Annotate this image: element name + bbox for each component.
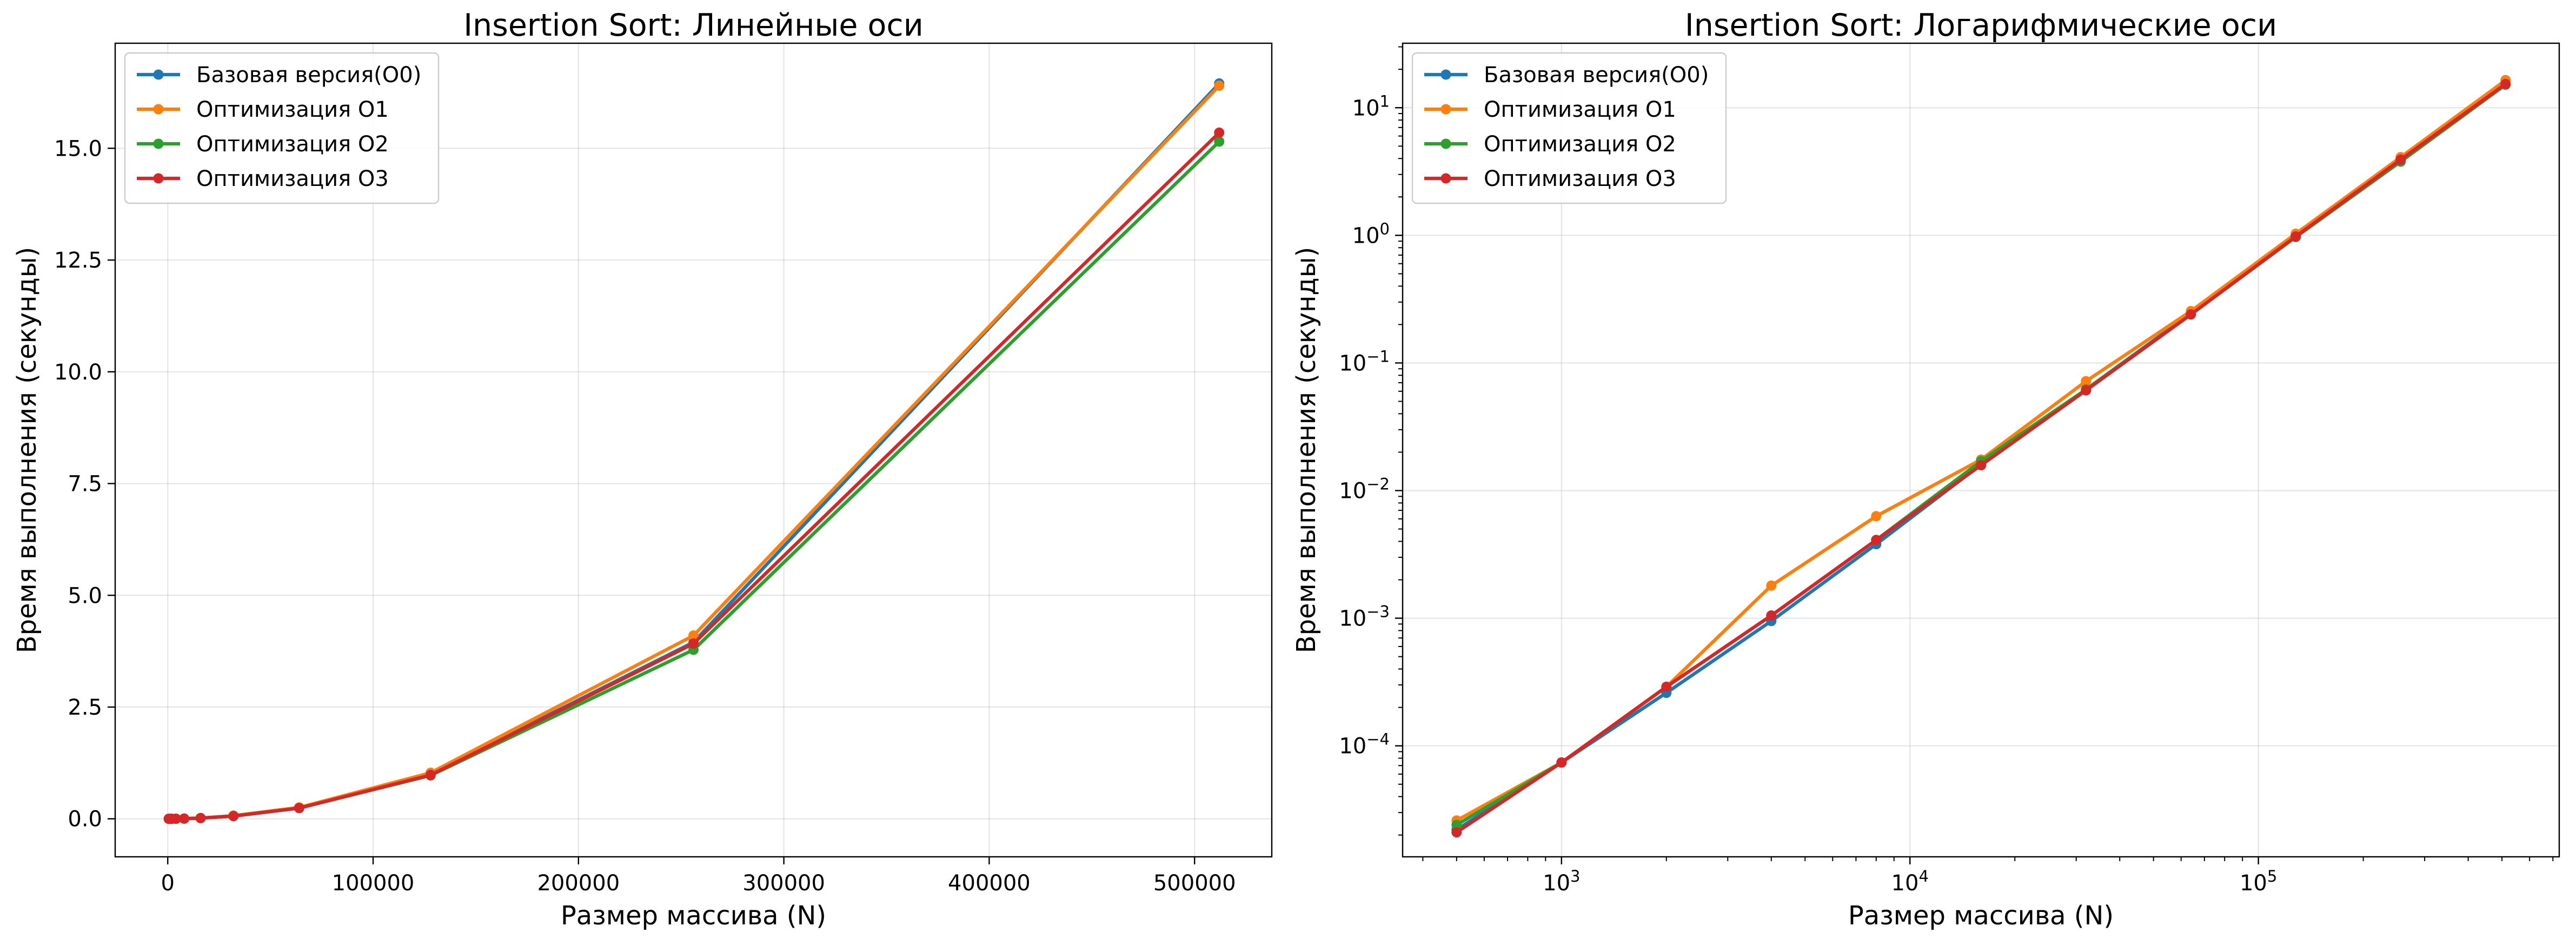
x-tick-label: 100000	[332, 871, 415, 896]
legend-marker	[153, 104, 164, 115]
data-point	[688, 638, 699, 649]
data-point	[1556, 757, 1567, 768]
data-point	[425, 770, 436, 781]
chart-title: Insertion Sort: Линейные оси	[463, 8, 924, 43]
legend-item: Оптимизация O3	[137, 166, 389, 191]
y-tick-label: 101	[1352, 92, 1390, 121]
minor-ticks	[1398, 46, 2554, 861]
x-tick-label: 500000	[1153, 871, 1236, 896]
x-tick-label: 300000	[742, 871, 825, 896]
y-tick-label: 10−4	[1339, 730, 1390, 759]
legend-marker	[1440, 173, 1451, 184]
data-point	[2395, 154, 2406, 165]
legend-marker	[153, 69, 164, 80]
legend: Базовая версия(O0) Оптимизация O1 Оптимиза…	[124, 52, 440, 204]
series-group	[163, 78, 1225, 824]
legend-label: Оптимизация O2	[196, 132, 389, 157]
y-tick-label: 12.5	[54, 248, 102, 273]
data-point	[1214, 136, 1225, 147]
linear-axes-chart: Insertion Sort: Линейные оси Размер масс…	[12, 8, 1273, 931]
legend-label: Оптимизация O1	[1484, 97, 1676, 122]
legend-marker	[1440, 138, 1451, 149]
data-point	[1451, 827, 1462, 838]
y-tick-label: 15.0	[54, 136, 102, 161]
x-tick-label: 200000	[537, 871, 620, 896]
legend-box	[124, 52, 440, 204]
legend-item: Оптимизация O1	[137, 97, 389, 122]
data-point	[2081, 385, 2092, 396]
data-point	[170, 814, 181, 824]
y-tick-label: 10−3	[1339, 603, 1390, 631]
legend-item: Оптимизация O2	[1424, 132, 1676, 157]
data-point	[1871, 535, 1882, 545]
legend-item: Оптимизация O3	[1424, 166, 1676, 191]
series-d62728	[1451, 78, 2511, 838]
legend-label: Оптимизация O1	[196, 97, 389, 122]
data-point	[2081, 376, 2092, 387]
x-axis-label: Размер массива (N)	[561, 901, 826, 931]
log-axes-chart: Insertion Sort: Логарифмические оси Разм…	[1291, 8, 2560, 931]
data-point	[1976, 460, 1987, 471]
data-point	[1214, 127, 1225, 138]
legend-item: Оптимизация O1	[1424, 97, 1676, 122]
y-axis-label: Время выполнения (секунды)	[1291, 247, 1322, 654]
data-point	[1871, 511, 1882, 522]
legend-label: Базовая версия(O0)	[1484, 63, 1709, 88]
axes-frame	[1402, 42, 2560, 858]
x-axis-label: Размер массива (N)	[1848, 901, 2114, 931]
legend-item: Оптимизация O2	[137, 132, 389, 157]
ticks: 103 104 105 10−4 10−3 10−2 10−1 100 101	[1339, 92, 2277, 896]
legend-label: Оптимизация O3	[1484, 166, 1676, 191]
legend-item: Базовая версия(O0)	[137, 63, 421, 88]
data-point	[294, 803, 304, 814]
legend-marker	[1440, 104, 1451, 115]
data-point	[1214, 81, 1225, 91]
data-point	[1766, 610, 1777, 621]
data-point	[2186, 309, 2196, 320]
legend-box	[1411, 52, 1727, 204]
legend-label: Оптимизация O2	[1484, 132, 1676, 157]
y-axis-label: Время выполнения (секунды)	[12, 247, 42, 654]
data-point	[2500, 78, 2511, 89]
y-tick-label: 2.5	[68, 695, 102, 720]
chart-title: Insertion Sort: Логарифмические оси	[1685, 8, 2277, 43]
data-point	[688, 630, 699, 641]
x-tick-label: 105	[2240, 867, 2277, 896]
ticks: 0 100000 200000 300000 400000 500000 0.0 2.5 5.0…	[54, 136, 1236, 896]
legend: Базовая версия(O0) Оптимизация O1 Оптимиза…	[1411, 52, 1727, 204]
x-tick-label: 0	[161, 871, 175, 896]
x-tick-label: 104	[1891, 867, 1929, 896]
series-group	[1451, 75, 2511, 838]
data-point	[1661, 682, 1672, 692]
legend-marker	[1440, 69, 1451, 80]
data-point	[179, 813, 190, 824]
data-point	[195, 812, 206, 823]
legend-marker	[153, 173, 164, 184]
legend-label: Базовая версия(O0)	[196, 63, 421, 88]
legend-marker	[153, 138, 164, 149]
y-tick-label: 7.5	[68, 472, 102, 497]
x-tick-label: 400000	[948, 871, 1031, 896]
y-tick-label: 10−1	[1339, 347, 1390, 376]
y-tick-label: 0.0	[68, 807, 102, 832]
legend-label: Оптимизация O3	[196, 166, 389, 191]
y-tick-label: 10.0	[54, 360, 102, 385]
axes-frame	[114, 42, 1273, 858]
y-tick-label: 10−2	[1339, 475, 1390, 504]
data-point	[1766, 580, 1777, 591]
data-point	[1451, 820, 1462, 830]
legend-item: Базовая версия(O0)	[1424, 63, 1709, 88]
y-tick-label: 5.0	[68, 583, 102, 608]
series-d62728	[163, 127, 1225, 824]
x-tick-label: 103	[1543, 867, 1580, 896]
data-point	[2290, 231, 2301, 242]
data-point	[228, 811, 239, 822]
y-tick-label: 100	[1352, 219, 1390, 248]
